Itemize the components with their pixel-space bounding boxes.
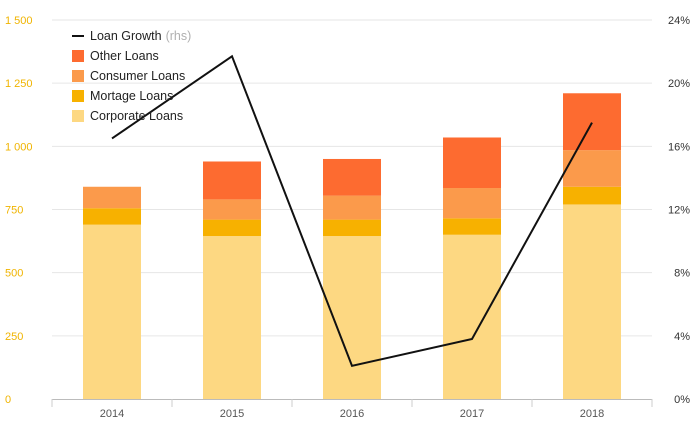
y-tick-label-right: 16% [668, 141, 690, 153]
y-tick-label-right: 12% [668, 205, 690, 217]
x-tick-label: 2018 [580, 408, 604, 420]
x-tick-label: 2015 [220, 408, 244, 420]
bar-other-loans-2015 [203, 161, 261, 200]
loan-growth-line-group [111, 54, 593, 368]
legend-swatch-corporate-loans [72, 110, 84, 122]
y-tick-label-left: 1 500 [5, 15, 33, 27]
bar-consumer-loans-2016 [323, 195, 381, 220]
legend-label-corporate-loans: Corporate Loans [90, 109, 183, 123]
x-tick-label: 2014 [100, 408, 124, 420]
right-y-axis: 0% 4% 8% 12% 16% 20% 24% [668, 15, 690, 406]
bar-other-loans-2016 [323, 158, 381, 196]
legend-loan-growth-name: Loan Growth [90, 29, 162, 43]
bar-corporate-loans-2018 [563, 204, 621, 399]
left-y-axis: 0 250 500 750 1 000 1 250 1 500 [5, 15, 33, 406]
y-tick-label-left: 0 [5, 394, 11, 406]
x-tick-label: 2017 [460, 408, 484, 420]
y-tick-label-right: 0% [674, 394, 690, 406]
legend-label-loan-growth: Loan Growth (rhs) [90, 29, 191, 43]
bar-consumer-loans-2015 [203, 199, 261, 220]
legend-swatch-other-loans [72, 50, 84, 62]
y-tick-label-left: 1 000 [5, 141, 33, 153]
bar-consumer-loans-2017 [443, 188, 501, 219]
bar-mortage-loans-2015 [203, 219, 261, 237]
bar-mortage-loans-2017 [443, 218, 501, 235]
legend-swatch-consumer-loans [72, 70, 84, 82]
legend-label-consumer-loans: Consumer Loans [90, 69, 185, 83]
bar-mortage-loans-2014 [83, 208, 141, 225]
legend-swatch-mortage-loans [72, 90, 84, 102]
bar-corporate-loans-2016 [323, 236, 381, 399]
y-tick-label-right: 8% [674, 268, 690, 280]
legend-label-mortage-loans: Mortage Loans [90, 89, 173, 103]
bar-consumer-loans-2018 [563, 150, 621, 187]
bar-corporate-loans-2014 [83, 224, 141, 399]
x-tick-label: 2016 [340, 408, 364, 420]
y-tick-label-left: 1 250 [5, 78, 33, 90]
x-axis: 2014 2015 2016 2017 2018 [51, 399, 653, 420]
bar-other-loans-2017 [443, 137, 501, 189]
y-tick-label-right: 4% [674, 331, 690, 343]
y-tick-label-left: 250 [5, 331, 23, 343]
y-tick-label-left: 500 [5, 268, 23, 280]
y-tick-label-right: 20% [668, 78, 690, 90]
legend: Loan Growth (rhs) Other Loans Consumer Loan… [72, 29, 191, 123]
bar-corporate-loans-2017 [443, 234, 501, 399]
bar-consumer-loans-2014 [83, 186, 141, 209]
bar-other-loans-2018 [563, 93, 621, 151]
legend-rhs-note: (rhs) [166, 29, 192, 43]
bar-mortage-loans-2016 [323, 219, 381, 237]
bar-mortage-loans-2018 [563, 186, 621, 205]
stacked-bars [83, 93, 621, 399]
y-tick-label-right: 24% [668, 15, 690, 27]
bar-corporate-loans-2015 [203, 236, 261, 399]
y-tick-label-left: 750 [5, 205, 23, 217]
legend-label-other-loans: Other Loans [90, 49, 159, 63]
